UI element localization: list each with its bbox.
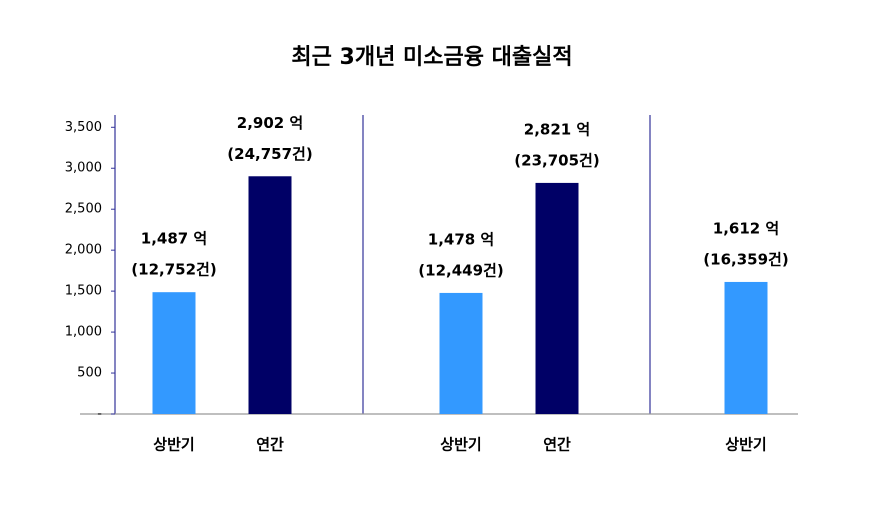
y-tick-label: 3,000: [65, 161, 102, 176]
x-tick-label: 상반기: [440, 436, 481, 454]
x-tick-label: 상반기: [153, 436, 194, 454]
x-tick-label: 상반기: [725, 436, 766, 454]
value-label: 2,821 억: [524, 120, 590, 138]
y-tick-label: 3,500: [65, 120, 102, 135]
bar: [152, 292, 196, 414]
bar: [724, 281, 768, 414]
bar: [248, 176, 292, 414]
count-label: (23,705건): [514, 151, 599, 169]
value-label: 1,478 억: [428, 230, 494, 248]
y-tick-label: 1,500: [65, 284, 102, 299]
count-label: (16,359건): [703, 250, 788, 268]
value-label: 2,902 억: [237, 114, 303, 132]
chart-title: 최근 3개년 미소금융 대출실적: [291, 45, 572, 70]
bar: [439, 292, 483, 414]
bar: [535, 182, 579, 414]
count-label: (24,757건): [227, 145, 312, 163]
y-tick-label: 500: [77, 366, 102, 381]
count-label: (12,752건): [131, 261, 216, 279]
x-tick-label: 연간: [256, 436, 284, 454]
y-tick-label: -: [97, 407, 102, 422]
count-label: (12,449건): [418, 261, 503, 279]
y-tick-label: 2,500: [65, 202, 102, 217]
value-label: 1,612 억: [713, 219, 779, 237]
y-tick-label: 1,000: [65, 325, 102, 340]
x-tick-label: 연간: [543, 436, 571, 454]
y-tick-label: 2,000: [65, 243, 102, 258]
value-label: 1,487 억: [141, 230, 207, 248]
